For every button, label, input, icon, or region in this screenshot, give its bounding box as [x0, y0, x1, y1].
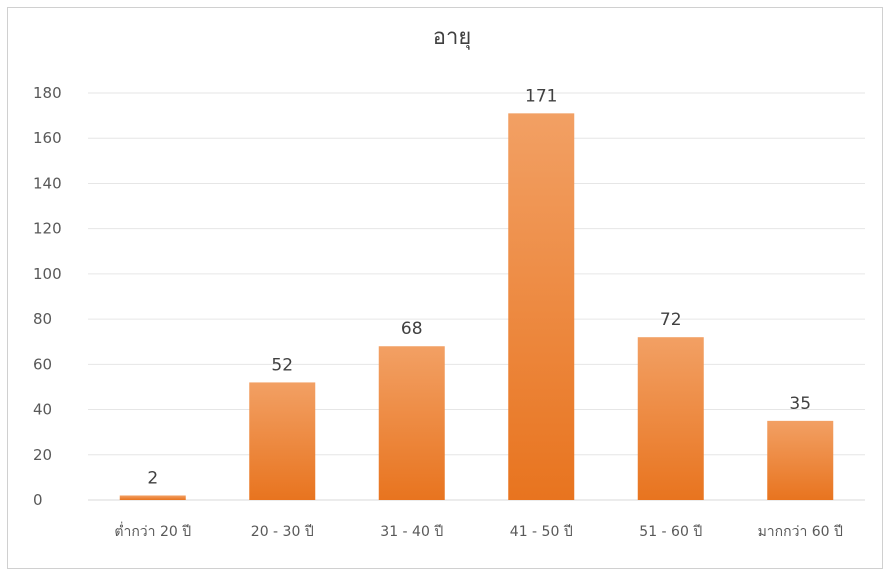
- bar: [249, 382, 316, 500]
- y-tick-label: 80: [33, 310, 52, 328]
- gridlines: [88, 92, 865, 501]
- y-tick-label: 40: [33, 401, 52, 419]
- x-axis-categories: ต่ำกว่า 20 ปี 20 - 30 ปี 31 - 40 ปี 41 - 50…: [114, 522, 843, 540]
- data-label: 35: [789, 394, 811, 414]
- data-label: 171: [525, 86, 557, 106]
- x-category-label: มากกว่า 60 ปี: [758, 524, 843, 540]
- bar: [378, 346, 445, 500]
- chart-title: อายุ: [433, 25, 471, 50]
- y-tick-label: 140: [33, 174, 62, 192]
- y-tick-label: 100: [33, 265, 62, 283]
- y-tick-label: 180: [33, 84, 62, 102]
- bar: [119, 495, 186, 500]
- bar: [767, 420, 834, 500]
- chart-frame: [7, 7, 883, 569]
- data-label: 72: [660, 310, 682, 330]
- data-label: 52: [271, 355, 293, 375]
- x-category-label: 31 - 40 ปี: [380, 524, 443, 540]
- x-category-label: 20 - 30 ปี: [251, 524, 314, 540]
- y-tick-label: 60: [33, 355, 52, 373]
- y-tick-label: 20: [33, 446, 52, 464]
- data-label: 68: [401, 319, 423, 339]
- bars: [119, 113, 834, 500]
- y-axis-ticks: 0 20 40 60 80 100 120 140 160 180: [33, 84, 62, 509]
- bar: [508, 113, 575, 500]
- data-labels: 2 52 68 171 72 35: [147, 86, 811, 488]
- bar: [637, 337, 704, 500]
- x-category-label: 41 - 50 ปี: [510, 524, 573, 540]
- x-category-label: ต่ำกว่า 20 ปี: [114, 522, 191, 540]
- data-label: 2: [147, 468, 158, 488]
- y-tick-label: 0: [33, 491, 43, 509]
- y-tick-label: 120: [33, 220, 62, 238]
- y-tick-label: 160: [33, 129, 62, 147]
- x-category-label: 51 - 60 ปี: [639, 524, 702, 540]
